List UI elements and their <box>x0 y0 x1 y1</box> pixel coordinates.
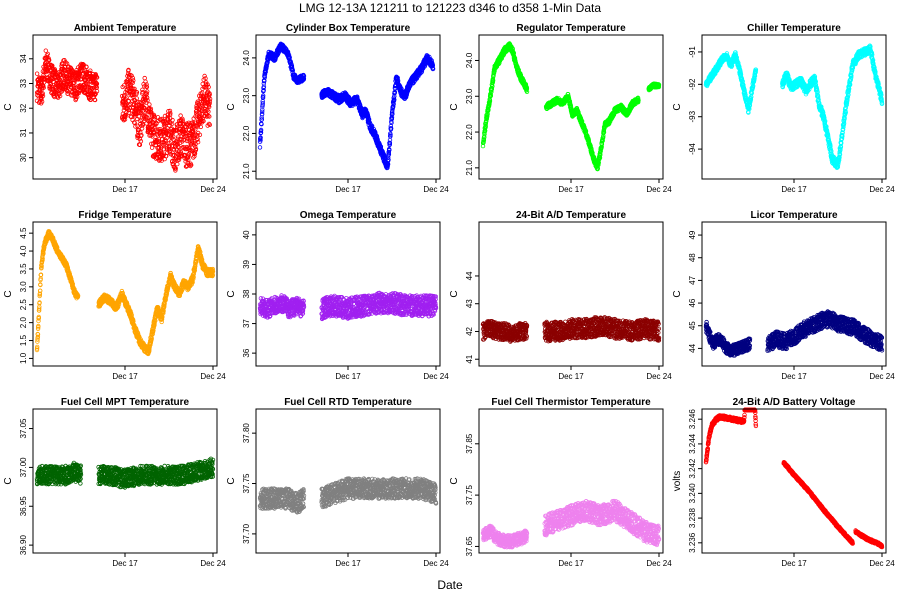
data-point <box>92 97 98 103</box>
y-tick-label: 34 <box>19 54 28 63</box>
y-tick-label: 24.0 <box>242 50 251 66</box>
x-tick-label: Dec 24 <box>869 185 895 194</box>
y-tick-label: 22.0 <box>465 124 474 140</box>
x-tick-label: Dec 17 <box>558 185 584 194</box>
y-tick-label: -91 <box>688 46 697 58</box>
data-point <box>84 64 89 70</box>
panel-title: Cylinder Box Temperature <box>286 23 411 34</box>
data-series <box>480 41 662 172</box>
y-axis-label: C <box>226 103 237 110</box>
y-axis-label: C <box>3 103 14 110</box>
y-tick-label: 23.0 <box>465 88 474 104</box>
y-tick-label: 31 <box>19 128 28 137</box>
data-series <box>703 43 885 170</box>
y-tick-label: 24.0 <box>465 52 474 68</box>
y-tick-label: -94 <box>688 143 697 155</box>
chart-panel: Chiller Temperature C -94 -93 -92 -91 Dec 17 De… <box>672 23 895 194</box>
data-point <box>81 65 86 70</box>
x-tick-label: Dec 17 <box>781 185 807 194</box>
data-point <box>60 67 65 72</box>
data-point <box>45 51 50 57</box>
data-point <box>257 145 263 150</box>
data-point <box>39 99 45 104</box>
data-point <box>149 145 155 150</box>
y-tick-label: 30 <box>19 153 28 162</box>
y-tick-label: -93 <box>688 110 697 122</box>
panel-title: Chiller Temperature <box>747 23 841 34</box>
chart-panel: Regulator Temperature C 21.0 22.0 23.0 24.0 De… <box>449 23 672 194</box>
chart-panel: Cylinder Box Temperature C 21.0 22.0 23.0 24.… <box>226 23 449 194</box>
data-point <box>43 48 48 53</box>
data-point <box>88 68 93 73</box>
chart-panel: Ambient Temperature C 30 31 32 33 34 Dec 17 Dec … <box>3 23 226 194</box>
data-point <box>41 85 46 90</box>
x-tick-label: Dec 17 <box>112 185 138 194</box>
x-tick-label: Dec 17 <box>335 185 361 194</box>
panel-grid: Ambient Temperature C 30 31 32 33 34 Dec 17 Dec … <box>3 23 895 568</box>
data-point <box>57 93 63 99</box>
data-point <box>175 161 180 167</box>
data-point <box>142 75 147 81</box>
y-tick-label: -92 <box>688 78 697 90</box>
y-tick-label: 23.0 <box>242 87 251 103</box>
y-tick-label: 32 <box>19 103 28 112</box>
data-point <box>50 63 55 68</box>
y-tick-label: 21.0 <box>242 163 251 179</box>
data-point <box>65 91 70 96</box>
y-tick-label: 22.0 <box>242 125 251 141</box>
data-series <box>34 48 213 173</box>
panel-title: Ambient Temperature <box>74 23 177 34</box>
data-point <box>34 71 40 76</box>
data-point <box>40 93 46 99</box>
x-tick-label: Dec 24 <box>646 185 672 194</box>
x-tick-label: Dec 24 <box>423 185 449 194</box>
data-point <box>93 91 99 96</box>
x-tick-label: Dec 24 <box>200 185 226 194</box>
data-point <box>207 114 212 119</box>
y-tick-label: 21.0 <box>465 160 474 176</box>
data-point <box>74 94 80 99</box>
y-axis-label: C <box>672 103 683 110</box>
x-axis-label: Date <box>437 578 463 592</box>
data-point <box>40 91 45 96</box>
data-point <box>62 67 67 73</box>
data-point <box>72 80 77 85</box>
panel-title: Regulator Temperature <box>516 23 626 34</box>
chart-panel: Fridge TemperatureC1.01.52.02.53.03.54.0… <box>3 210 226 381</box>
y-axis-label: C <box>449 103 460 110</box>
data-series <box>257 41 436 171</box>
plot-frame <box>255 34 441 180</box>
data-series <box>34 229 216 357</box>
figure-title: LMG 12-13A 121211 to 121223 d346 to d358… <box>299 1 601 15</box>
data-point <box>46 57 52 63</box>
y-tick-label: 33 <box>19 79 28 88</box>
data-point <box>65 89 71 94</box>
